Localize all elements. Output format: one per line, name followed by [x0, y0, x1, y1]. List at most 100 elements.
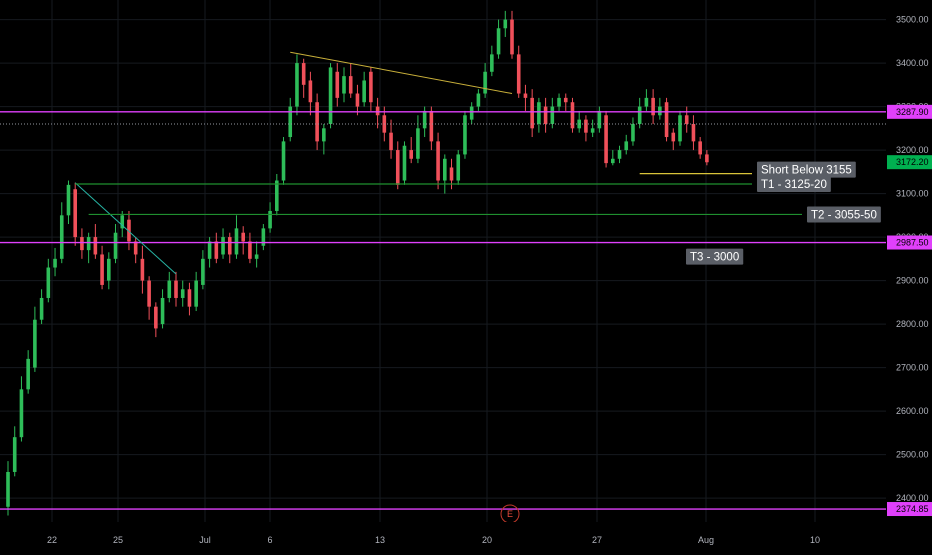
candle-body	[86, 237, 91, 251]
grid	[0, 0, 886, 522]
candle-body	[537, 102, 541, 124]
candle-body	[443, 158, 447, 181]
candle-body	[604, 115, 608, 164]
x-tick-label: Aug	[698, 535, 714, 545]
target-1-label: T1 - 3125-20	[757, 176, 831, 193]
candle-body	[543, 106, 548, 124]
target-1-text: T1 - 3125-20	[761, 179, 827, 191]
candle-body	[348, 76, 353, 94]
candle-body	[180, 289, 185, 298]
x-tick-label: Jul	[199, 535, 211, 545]
candle-body	[449, 167, 454, 181]
candle-body	[201, 258, 205, 285]
last-price-tag-text: 3172.20	[896, 157, 929, 167]
target-3-text: T3 - 3000	[690, 252, 739, 264]
x-tick-label: 10	[810, 535, 820, 545]
level-3287-tag-bg	[887, 104, 932, 119]
candle-body	[369, 71, 373, 103]
candle-body	[33, 319, 37, 368]
trendline-falling	[74, 182, 177, 275]
candle-body	[510, 19, 514, 55]
candle-body	[395, 150, 400, 185]
candle-body	[684, 115, 689, 124]
candle-body	[160, 297, 165, 325]
candle-body	[422, 110, 427, 129]
candle-body	[187, 289, 192, 307]
candle-body	[19, 389, 24, 438]
x-tick-label: 6	[267, 535, 272, 545]
candle-body	[214, 241, 219, 259]
candle-body	[389, 132, 393, 151]
target-2-label: T2 - 3055-50	[807, 206, 881, 223]
x-tick-label: 13	[375, 535, 385, 545]
candle-body	[26, 358, 30, 390]
candle-body	[658, 106, 662, 116]
candle-body	[476, 93, 481, 107]
candle-body	[530, 97, 534, 129]
short-below-bg	[757, 161, 856, 178]
candle-body	[402, 145, 407, 181]
short-below-label: Short Below 3155	[757, 161, 856, 178]
drawings: Short Below 3155 T1 - 3125-20 T2 - 3055-50…	[0, 51, 886, 510]
candle-body	[691, 123, 696, 142]
candle-body	[167, 280, 172, 298]
candle-body	[698, 141, 702, 155]
candle-body	[254, 254, 259, 259]
candle-body	[6, 471, 10, 507]
candle-body	[597, 110, 602, 129]
candle-body	[248, 241, 252, 259]
target-2-text: T2 - 3055-50	[811, 209, 877, 221]
candle-body	[678, 115, 682, 142]
trendline-top	[290, 51, 513, 95]
y-tick-label: 3500.00	[896, 15, 929, 25]
candle-body	[490, 54, 494, 72]
y-tick-label: 3400.00	[896, 58, 929, 68]
candle-body	[315, 102, 319, 142]
candle-body	[644, 97, 649, 107]
candle-body	[93, 237, 98, 255]
candle-body	[563, 97, 568, 103]
candle-body	[268, 210, 272, 229]
level-2987-tag-bg	[887, 235, 932, 250]
candle-body	[308, 80, 313, 103]
candle-body	[261, 228, 266, 246]
candle-body	[624, 141, 629, 151]
candle-body	[107, 258, 111, 281]
candle-body	[100, 254, 104, 285]
candle-body	[241, 232, 245, 242]
candle-body	[73, 189, 77, 238]
candle-body	[416, 128, 420, 159]
candle-body	[516, 54, 521, 94]
candle-body	[409, 150, 413, 159]
candle-body	[295, 63, 299, 107]
candle-body	[66, 184, 71, 216]
candle-body	[664, 102, 669, 138]
candle-body	[133, 241, 138, 255]
candle-body	[46, 267, 51, 298]
candle-body	[671, 132, 676, 142]
x-tick-label: 25	[113, 535, 123, 545]
level-2374-tag-text: 2374.85	[896, 504, 929, 514]
candle-body	[342, 76, 346, 94]
candle-body	[227, 237, 232, 255]
last-price-tag-bg	[887, 155, 932, 170]
candle-body	[456, 154, 461, 181]
candle-body	[631, 123, 635, 142]
candle-body	[611, 158, 615, 164]
y-tick-label: 2800.00	[896, 319, 929, 329]
y-tick-label: 2400.00	[896, 493, 929, 503]
y-tick-label: 3100.00	[896, 189, 929, 199]
candle-body	[429, 110, 434, 142]
candle-body	[194, 280, 198, 307]
x-tick-label: 22	[47, 535, 57, 545]
y-tick-label: 2700.00	[896, 363, 929, 373]
y-tick-label: 2500.00	[896, 450, 929, 460]
target-3-bg	[686, 248, 744, 265]
candle-body	[523, 93, 528, 98]
candle-body	[335, 71, 340, 98]
candle-body	[503, 19, 508, 29]
candle-body	[80, 237, 84, 251]
